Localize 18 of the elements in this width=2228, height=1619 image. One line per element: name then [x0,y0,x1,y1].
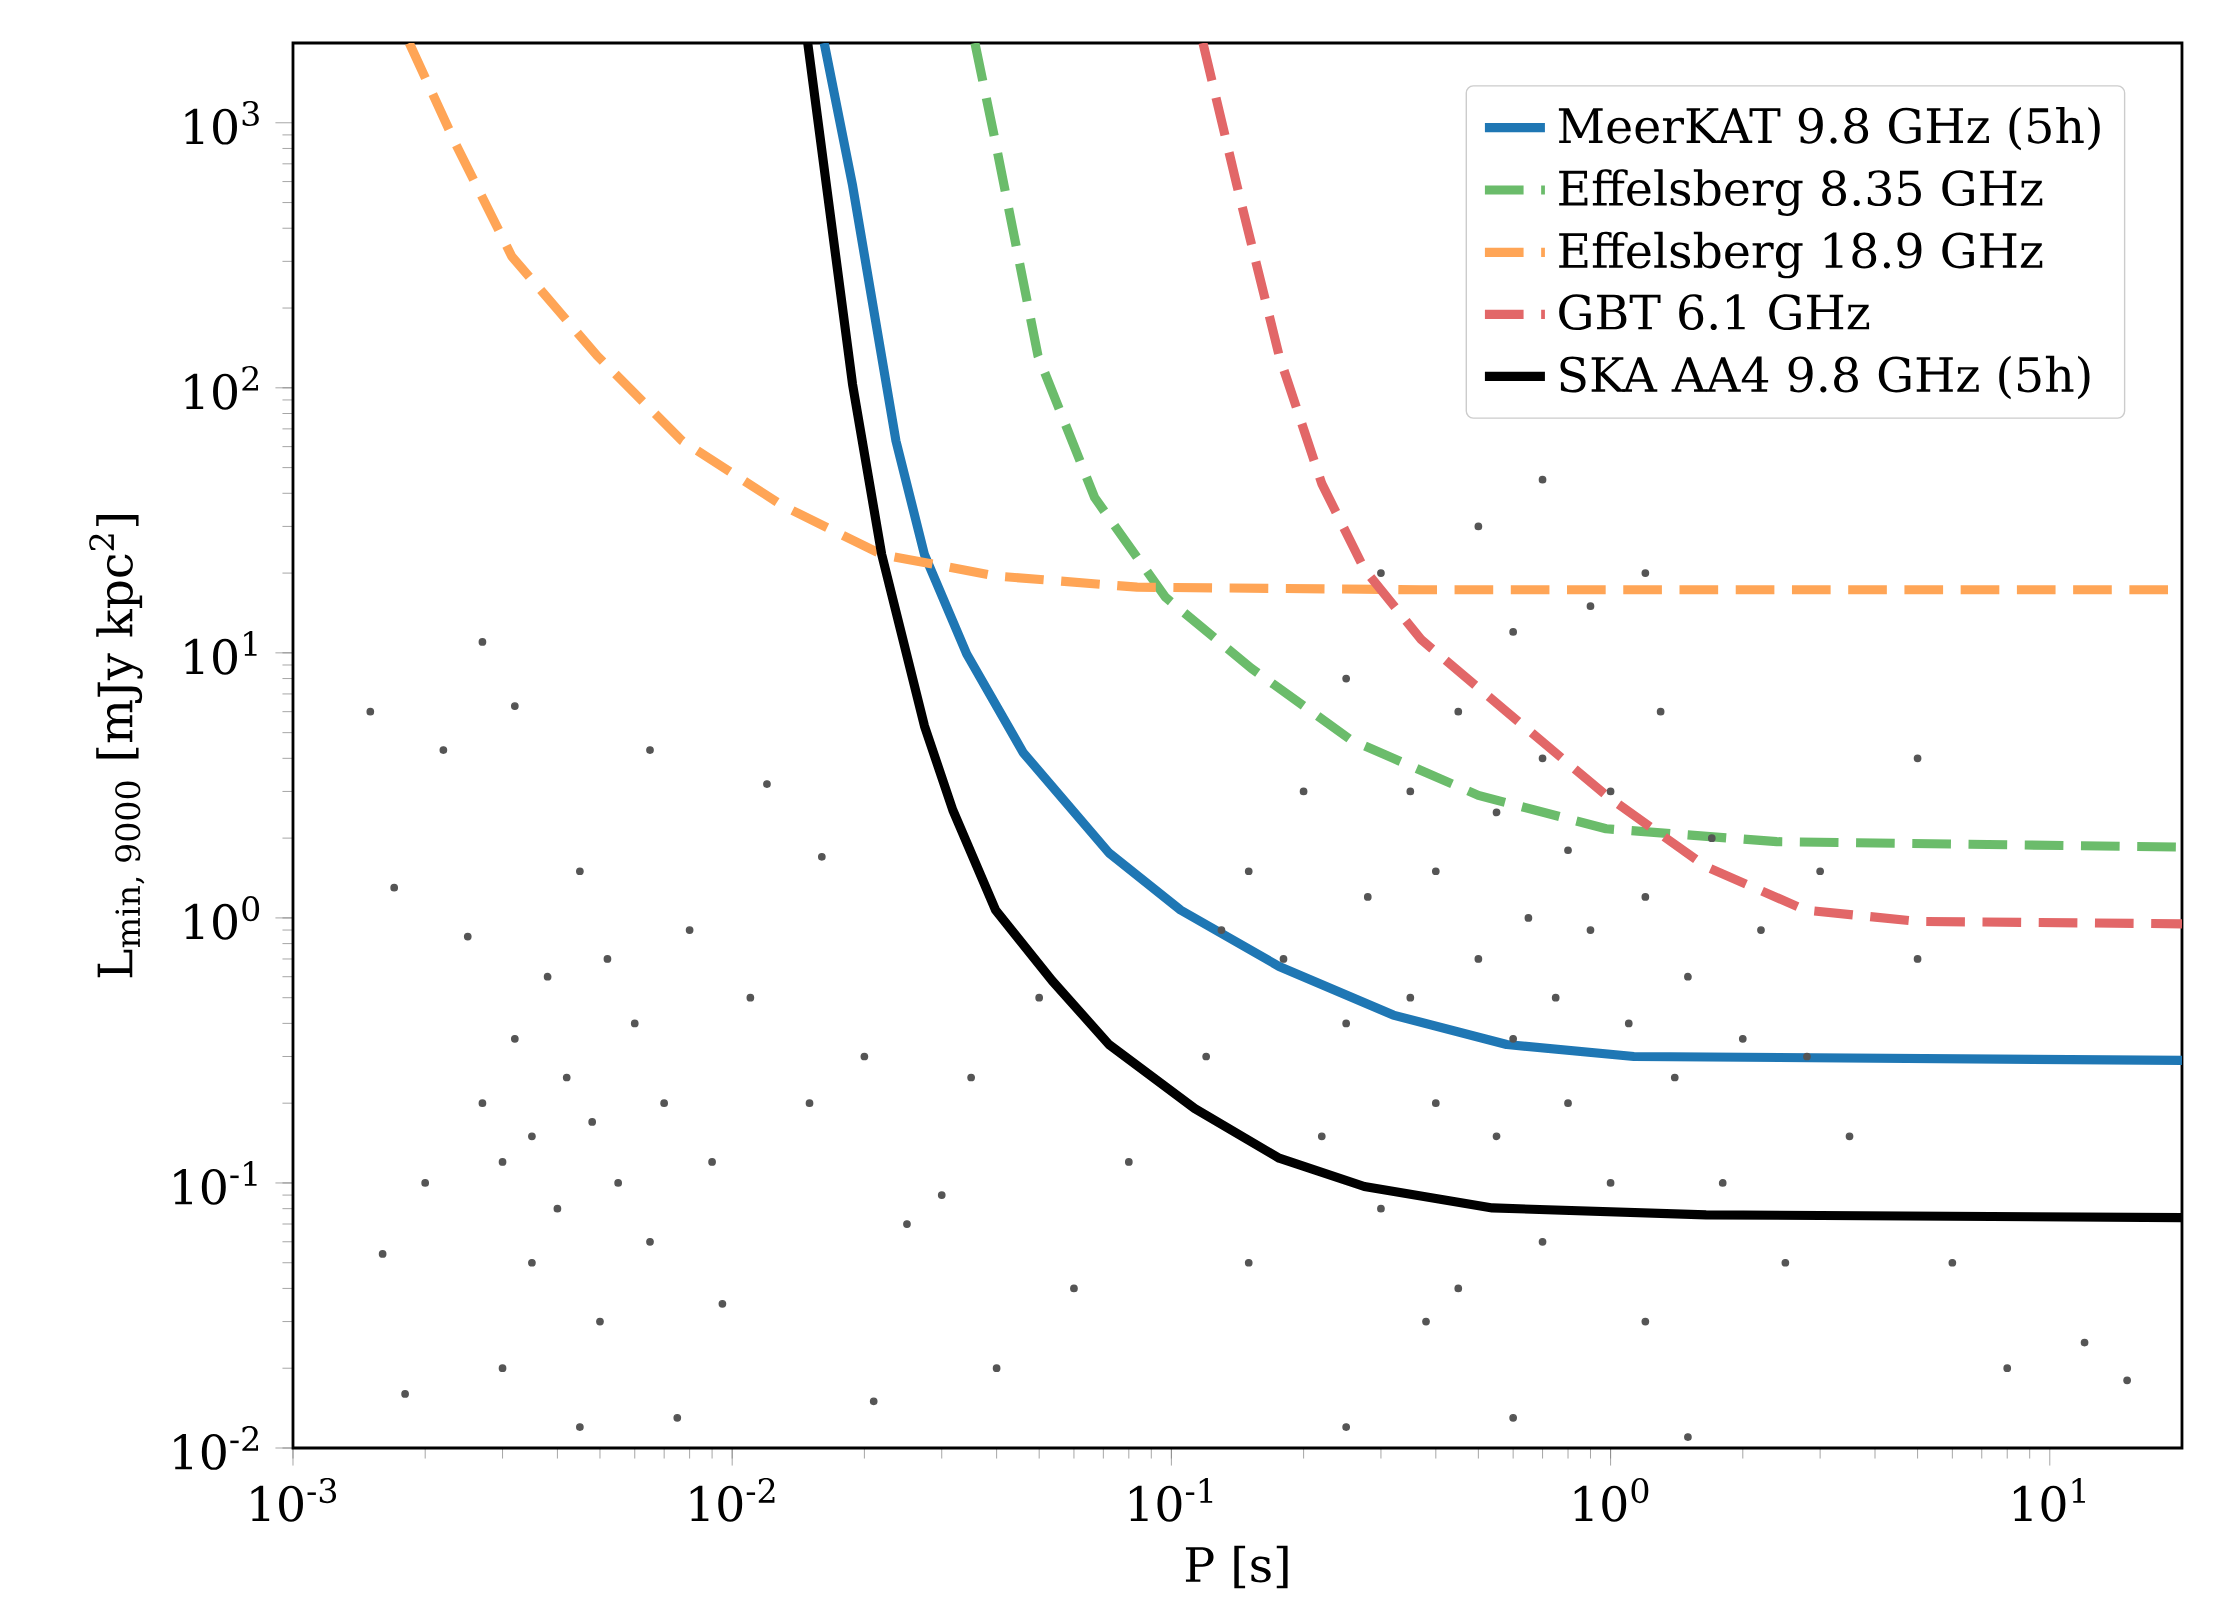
y-tick-label: 10$^{-1}$ [174,1161,257,1205]
x-tick-label: 10$^{-3}$ [251,1477,337,1522]
y-tick-label: 10$^{-2}$ [174,1426,258,1470]
legend-label: Effelsberg 18.9 GHz [1559,231,2043,279]
legend-label: Effelsberg 8.35 GHz [1559,169,2043,216]
legend-label: MeerKAT 9.8 GHz (5h) [1558,106,2100,151]
y-tick-label: 10$^{0}$ [185,896,260,940]
x-axis-title: P [s] [1185,1545,1288,1589]
x-tick-label: 10$^{-1}$ [1129,1477,1213,1522]
legend-label: GBT 6.1 GHz [1559,294,1870,331]
x-tick-label: 10$^{1}$ [2013,1477,2085,1522]
x-tick-label: 10$^{0}$ [1574,1477,1649,1522]
legend-label: SKA AA4 9.8 GHz (5h) [1560,355,2090,400]
y-tick-label: 10$^{3}$ [185,100,259,145]
y-axis-title: L$_{min, 9000}$ [mJy kpc$^{2}$] [89,515,145,978]
x-tick-label: 10$^{-2}$ [690,1477,775,1522]
y-tick-label: 10$^{1}$ [185,630,257,675]
y-tick-label: 10$^{2}$ [185,365,258,410]
